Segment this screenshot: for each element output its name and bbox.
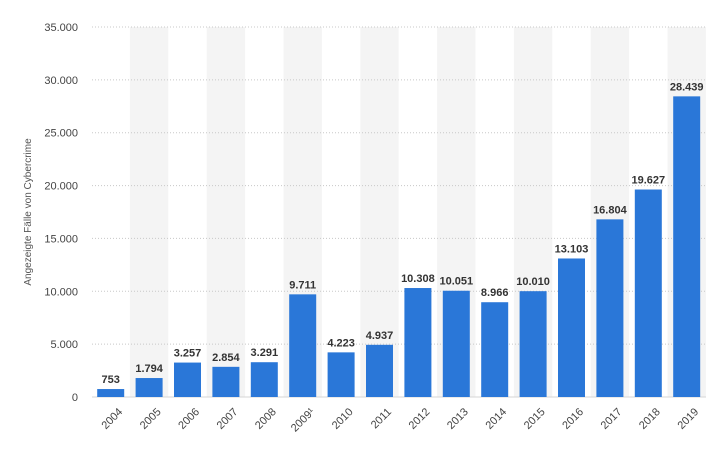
y-tick-label: 30.000: [44, 75, 78, 87]
bar: [289, 294, 317, 397]
data-label: 9.711: [289, 279, 316, 291]
y-tick-label: 0: [72, 392, 78, 404]
bar: [212, 366, 240, 397]
x-axis-ticks: 2004 2005 2006 2007 2008 2009¹ 2010 2011 2012 201…: [99, 406, 701, 435]
data-label: 13.103: [555, 243, 589, 255]
bar: [481, 302, 509, 397]
data-label: 10.051: [439, 276, 473, 288]
bar: [174, 362, 201, 397]
data-label: 10.010: [516, 276, 550, 288]
x-tick-label: 2009¹: [289, 406, 318, 435]
data-label: 1.794: [135, 363, 163, 375]
x-tick-label: 2013: [445, 406, 471, 432]
data-labels: 753 1.794 3.257 2.854 3.291 9.711 4.223 4.937 10…: [102, 81, 704, 386]
y-axis-ticks: 0 5.000 10.000 15.000 20.000 25.000 30.000 35.0…: [44, 22, 78, 404]
x-tick-label: 2006: [176, 406, 202, 432]
data-label: 2.854: [212, 352, 240, 364]
column-band: [206, 27, 246, 397]
bars: [97, 96, 701, 398]
x-tick-label: 2017: [599, 406, 625, 432]
y-tick-label: 25.000: [44, 128, 78, 140]
column-band: [360, 27, 399, 397]
column-band: [129, 27, 169, 397]
x-tick-label: 2015: [522, 406, 548, 432]
data-label: 28.439: [670, 81, 704, 93]
x-tick-label: 2012: [407, 406, 433, 432]
data-label: 8.966: [481, 287, 509, 299]
bar: [135, 378, 163, 397]
x-tick-label: 2016: [560, 406, 586, 432]
data-label: 3.257: [174, 348, 202, 360]
bar: [442, 290, 470, 397]
data-label: 16.804: [593, 204, 628, 216]
x-tick-label: 2018: [637, 406, 663, 432]
y-tick-label: 15.000: [44, 233, 78, 245]
bar: [596, 219, 624, 397]
y-tick-label: 35.000: [44, 22, 78, 34]
data-label: 19.627: [631, 175, 665, 187]
data-label: 3.291: [251, 347, 279, 359]
x-tick-label: 2019: [675, 406, 701, 432]
bar: [673, 96, 701, 398]
bar: [366, 344, 393, 397]
x-tick-label: 2004: [99, 406, 125, 432]
bar: [250, 362, 278, 397]
y-tick-label: 20.000: [44, 181, 78, 193]
x-tick-label: 2007: [215, 406, 241, 432]
data-label: 753: [102, 374, 120, 386]
x-tick-label: 2010: [330, 406, 356, 432]
x-tick-label: 2008: [253, 406, 279, 432]
x-tick-label: 2011: [369, 406, 394, 431]
bar: [404, 288, 432, 397]
bar: [97, 389, 125, 397]
x-tick-label: 2014: [483, 406, 509, 432]
bar: [558, 258, 585, 397]
bar: [634, 189, 662, 397]
y-axis-title: Angezeigte Fälle von Cybercrime: [23, 138, 34, 286]
data-label: 10.308: [401, 273, 435, 285]
data-label: 4.223: [327, 337, 355, 349]
y-tick-label: 5.000: [50, 339, 78, 351]
x-tick-label: 2005: [138, 406, 164, 432]
data-label: 4.937: [366, 330, 394, 342]
bar: [519, 291, 547, 397]
bar: [327, 352, 355, 397]
y-tick-label: 10.000: [44, 286, 78, 298]
